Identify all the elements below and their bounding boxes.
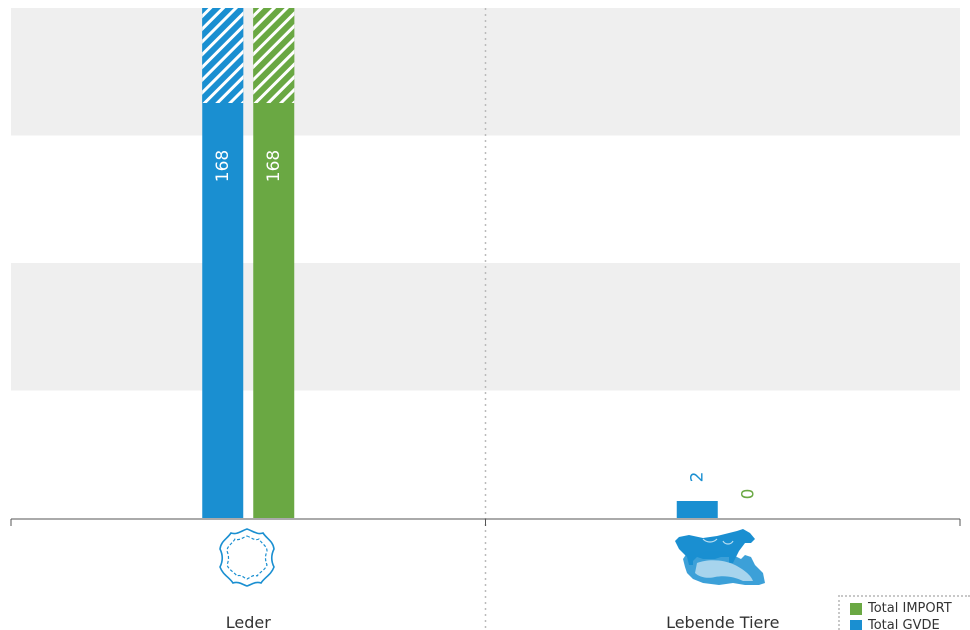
bar-value-label: 168 (213, 150, 233, 182)
grid-band (11, 8, 960, 136)
axis-break-hatch (202, 8, 244, 103)
legend-label-import: Total IMPORT (868, 601, 952, 616)
category-label: Leder (226, 613, 271, 630)
bar-value-label: 168 (264, 150, 284, 182)
legend-label-gvde: Total GVDE (868, 618, 940, 630)
leather-hide-icon (219, 528, 275, 587)
legend-item-import[interactable]: Total IMPORT (850, 600, 970, 617)
bar-total-gvde-1[interactable] (676, 501, 718, 518)
bar-value-label: 0 (738, 489, 758, 500)
cattle-icon (675, 529, 765, 585)
category-label: Lebende Tiere (666, 613, 779, 630)
legend-swatch-import (850, 602, 862, 615)
bar-value-label: 2 (687, 472, 707, 483)
legend-item-gvde[interactable]: Total GVDE (850, 617, 970, 630)
legend: Total IMPORT Total GVDE (838, 595, 970, 630)
axis-break-hatch (253, 8, 295, 103)
legend-swatch-gvde (850, 619, 862, 630)
